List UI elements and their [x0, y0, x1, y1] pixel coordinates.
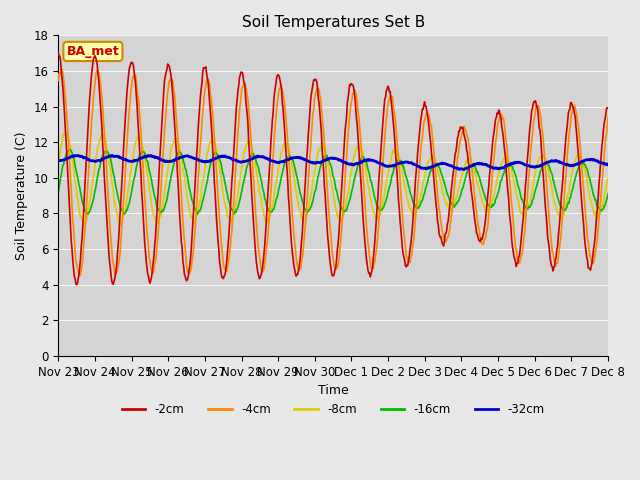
Legend: -2cm, -4cm, -8cm, -16cm, -32cm: -2cm, -4cm, -8cm, -16cm, -32cm	[117, 398, 550, 420]
Y-axis label: Soil Temperature (C): Soil Temperature (C)	[15, 132, 28, 260]
Text: BA_met: BA_met	[67, 45, 119, 58]
Title: Soil Temperatures Set B: Soil Temperatures Set B	[241, 15, 425, 30]
X-axis label: Time: Time	[318, 384, 349, 397]
